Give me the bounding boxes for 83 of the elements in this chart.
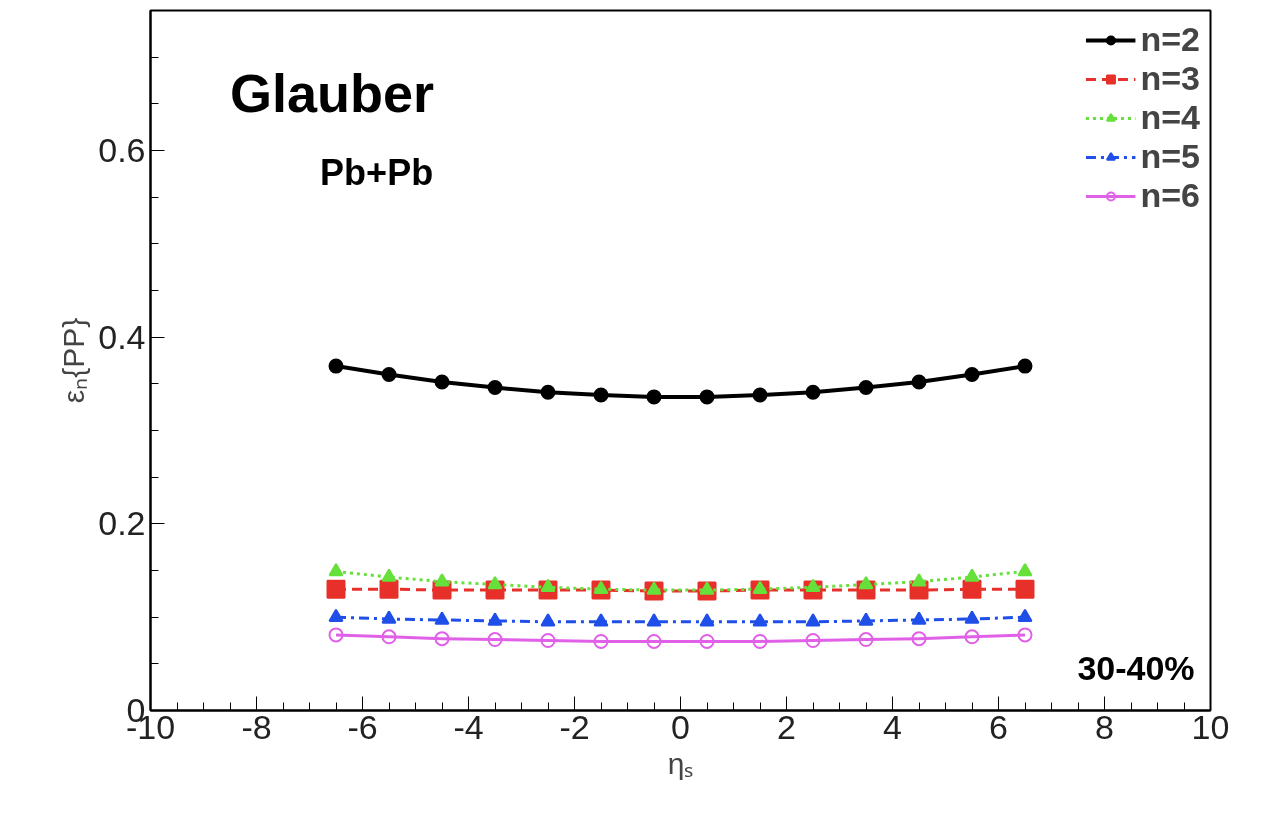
point — [1017, 562, 1033, 577]
x-tick-label: 6 — [989, 707, 1008, 746]
point — [434, 573, 450, 587]
point — [911, 611, 927, 625]
point — [1017, 358, 1033, 374]
point — [434, 374, 450, 390]
point — [328, 562, 344, 577]
point — [646, 633, 662, 649]
point — [328, 358, 344, 374]
point — [381, 610, 397, 624]
x-tick-label: 2 — [777, 707, 796, 746]
annotation: Glauber — [230, 62, 435, 123]
x-tick-label: 4 — [883, 707, 902, 746]
annotation: 30-40% — [1077, 649, 1195, 688]
legend-label: n=6 — [1140, 176, 1200, 215]
point — [434, 631, 450, 647]
point — [805, 633, 821, 648]
point — [487, 612, 503, 626]
point — [858, 612, 874, 626]
point — [964, 367, 980, 382]
point — [911, 631, 927, 647]
point — [805, 384, 821, 400]
point — [593, 633, 609, 649]
x-axis-title: ηₛ — [667, 746, 694, 780]
y-tick-label: 0.2 — [98, 504, 146, 543]
point — [699, 581, 715, 595]
point — [434, 611, 450, 625]
legend-label: n=4 — [1140, 98, 1200, 137]
legend-label: n=2 — [1140, 20, 1200, 59]
point — [381, 629, 397, 645]
point — [699, 633, 715, 649]
x-tick-label: -8 — [241, 707, 272, 746]
x-tick-label: -4 — [453, 707, 484, 746]
point — [646, 613, 662, 627]
point — [646, 389, 662, 405]
point — [962, 579, 982, 599]
x-tick-label: -2 — [559, 707, 590, 746]
point — [752, 580, 768, 594]
point — [328, 627, 344, 643]
point — [540, 578, 556, 593]
point — [858, 632, 874, 648]
point — [487, 380, 503, 396]
point — [964, 629, 980, 645]
point — [752, 613, 768, 627]
point — [1015, 579, 1035, 599]
legend-label: n=5 — [1140, 137, 1200, 176]
y-tick-label: 0.4 — [98, 317, 146, 356]
point — [699, 613, 715, 627]
x-tick-label: 10 — [1191, 707, 1230, 746]
point — [1017, 608, 1033, 622]
point — [805, 578, 821, 593]
point — [326, 579, 346, 599]
point — [805, 613, 821, 627]
x-tick-label: -6 — [347, 707, 378, 746]
point — [540, 384, 556, 400]
point — [593, 580, 609, 594]
point — [381, 367, 397, 382]
y-axis-title: εₙ{PP} — [57, 317, 91, 404]
point — [487, 575, 503, 590]
point — [381, 568, 397, 582]
point — [964, 610, 980, 624]
point — [752, 633, 768, 649]
point — [487, 632, 503, 648]
point — [593, 613, 609, 627]
point — [911, 573, 927, 587]
point — [752, 387, 768, 403]
annotation: Pb+Pb — [320, 151, 434, 193]
x-tick-label: 0 — [671, 707, 690, 746]
point — [593, 387, 609, 403]
x-tick-label: 8 — [1095, 707, 1114, 746]
point — [540, 633, 556, 648]
point — [540, 613, 556, 627]
legend-label: n=3 — [1140, 59, 1200, 98]
point — [328, 608, 344, 622]
y-tick-label: 0.6 — [98, 131, 146, 169]
point — [699, 389, 715, 405]
point — [911, 374, 927, 390]
point — [379, 579, 399, 599]
point — [858, 575, 874, 590]
point — [858, 380, 874, 396]
point — [646, 581, 662, 595]
point — [1017, 627, 1033, 643]
point — [964, 568, 980, 582]
